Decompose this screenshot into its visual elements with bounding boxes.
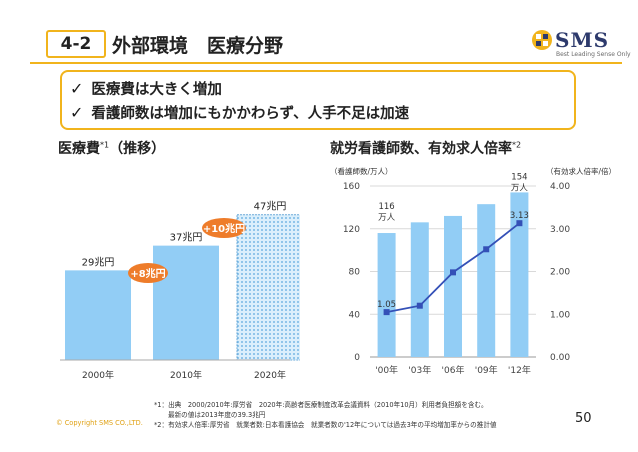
callout-increase-1-label: +8兆円 (130, 267, 165, 280)
nurse-last-unit: 万人 (511, 183, 529, 193)
nurse-category-1: '03年 (408, 364, 431, 376)
nurse-category-2: '06年 (442, 364, 465, 376)
left-tick-4: 160 (343, 182, 360, 192)
logo-text: SMS (555, 28, 610, 52)
callout-increase-2: +10兆円 (202, 218, 246, 238)
medical-cost-bar-2 (236, 214, 300, 361)
medical-cost-category-2: 2020年 (254, 369, 286, 381)
medical-cost-category-1: 2010年 (170, 369, 202, 381)
left-tick-1: 40 (349, 310, 361, 320)
nurse-category-3: '09年 (475, 364, 498, 376)
job-ratio-point-3 (483, 246, 490, 253)
left-tick-0: 0 (354, 353, 360, 363)
header-divider (30, 62, 622, 64)
right-tick-0: 0.00 (550, 353, 570, 363)
page-title: 外部環境 医療分野 (112, 35, 284, 57)
medical-cost-bar-0 (65, 270, 131, 360)
medical-cost-value-1: 37兆円 (170, 232, 203, 244)
footnote-1-sub: 最新の値は2013年度の39.3兆円 (168, 411, 266, 419)
nurse-bar-3 (477, 204, 496, 357)
medical-cost-category-0: 2000年 (82, 369, 114, 381)
nurse-bar-1 (410, 222, 429, 357)
job-ratio-point-0 (383, 309, 390, 316)
job-ratio-point-1 (416, 302, 423, 309)
logo (532, 30, 552, 50)
footnote-2: *2：有効求人倍率:厚労省 就業者数:日本看護協会 就業者数の'12年については… (154, 421, 497, 429)
callout-increase-1: +8兆円 (128, 263, 168, 283)
nurse-chart: （看護師数/万人） （有効求人倍率/倍） 0 40 80 120 160 0.00 1.00… (330, 166, 616, 376)
left-panel-title: 医療費*1（推移） (58, 140, 166, 157)
page-number: 50 (575, 411, 592, 426)
job-ratio-point-2 (450, 269, 456, 276)
nurse-first-unit: 万人 (378, 213, 396, 223)
nurse-bar-0 (377, 233, 396, 357)
nurse-category-0: '00年 (375, 364, 398, 376)
summary-box: ✓ 医療費は大きく増加 ✓ 看護師数は増加にもかかわらず、人手不足は加速 (60, 70, 576, 130)
checkmark-icon: ✓ (70, 79, 84, 98)
right-tick-3: 3.00 (550, 225, 570, 235)
footnote-1: *1：出典 2000/2010年:厚労省 2020年:高齢者医療制度改革会議資料… (154, 401, 488, 409)
summary-bullet-2: ✓ 看護師数は増加にもかかわらず、人手不足は加速 (70, 103, 410, 122)
callout-increase-2-label: +10兆円 (203, 222, 245, 235)
logo-mark-icon (532, 30, 552, 50)
right-axis-label: （有効求人倍率/倍） (546, 166, 616, 176)
medical-cost-value-0: 29兆円 (82, 256, 115, 268)
checkmark-icon: ✓ (70, 103, 84, 122)
left-axis-label: （看護師数/万人） (330, 166, 393, 176)
nurse-last-value: 154 (511, 172, 527, 182)
job-ratio-point-4 (516, 220, 523, 227)
medical-cost-chart: 29兆円 2000年 37兆円 2010年 47兆円 2020年 +8兆円 +10兆円 (60, 201, 300, 381)
nurse-bar-4 (510, 192, 529, 357)
left-tick-3: 120 (343, 225, 360, 235)
nurse-first-value: 116 (378, 202, 394, 212)
summary-bullet-1: ✓ 医療費は大きく増加 (70, 79, 222, 98)
right-panel-title: 就労看護師数、有効求人倍率*2 (330, 140, 522, 157)
left-tick-2: 80 (349, 268, 361, 278)
right-tick-4: 4.00 (550, 182, 570, 192)
section-badge: 4-2 (46, 30, 106, 58)
logo-tagline: Best Leading Sense Only (556, 51, 631, 58)
nurse-category-4: '12年 (508, 364, 531, 376)
medical-cost-bar-1 (153, 245, 219, 360)
right-tick-1: 1.00 (550, 310, 570, 320)
ratio-first-value: 1.05 (377, 300, 396, 310)
right-tick-2: 2.00 (550, 268, 570, 278)
medical-cost-value-2: 47兆円 (254, 201, 287, 213)
ratio-last-value: 3.13 (510, 211, 529, 221)
nurse-bar-2 (444, 215, 462, 357)
copyright: © Copyright SMS CO.,LTD. (56, 419, 143, 427)
